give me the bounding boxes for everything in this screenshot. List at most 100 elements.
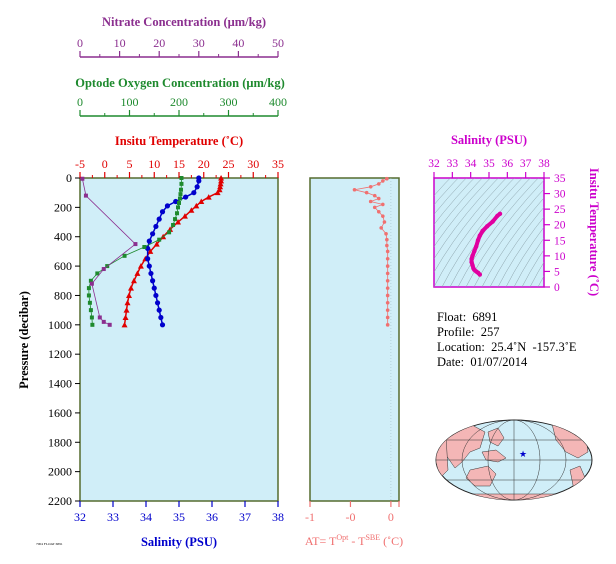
at-panel: -1 -0 0 AT= TOpt - TSBE (˚C) bbox=[305, 176, 403, 548]
profile-number: Profile: 257 bbox=[437, 325, 500, 339]
ts-title: Salinity (PSU) bbox=[451, 133, 527, 147]
profile-date: Date: 01/07/2014 bbox=[437, 355, 528, 369]
density-contour bbox=[489, 206, 544, 287]
density-contour bbox=[434, 178, 499, 260]
oxygen-point bbox=[177, 200, 181, 205]
oxygen-point bbox=[167, 230, 172, 235]
world-map: ★ bbox=[435, 419, 593, 501]
salinity-point bbox=[146, 263, 152, 269]
temperature-point bbox=[181, 213, 188, 219]
temperature-tick-label: 0 bbox=[102, 157, 108, 171]
density-contour bbox=[529, 261, 544, 287]
salinity-point bbox=[145, 256, 151, 262]
temperature-point bbox=[123, 307, 130, 313]
temperature-point bbox=[147, 248, 154, 254]
density-contour bbox=[441, 178, 523, 287]
density-contour bbox=[513, 237, 544, 287]
ts-salinity-tick-label: 36 bbox=[502, 158, 514, 170]
at-point bbox=[385, 271, 390, 276]
pressure-tick-label: 400 bbox=[54, 230, 72, 244]
ts-temp-tick-label: 20 bbox=[554, 220, 566, 232]
ts-axes: 32 33 34 35 36 37 38 0 5 10 15 20 25 30 35 bbox=[428, 158, 566, 294]
oxygen-tick-label: 100 bbox=[121, 95, 139, 109]
ts-salinity-tick-label: 38 bbox=[538, 158, 550, 170]
ts-salinity-tick-label: 34 bbox=[465, 158, 477, 170]
pressure-tick-label: 1000 bbox=[48, 318, 72, 332]
density-contour bbox=[457, 178, 539, 287]
density-contour bbox=[434, 178, 507, 273]
temperature-point bbox=[193, 202, 200, 209]
oxygen-point bbox=[179, 181, 184, 186]
at-axis-label: AT= TOpt - TSBE (˚C) bbox=[305, 533, 403, 548]
oxygen-point bbox=[179, 176, 184, 180]
salinity-tick-label: 33 bbox=[107, 510, 119, 524]
density-contour bbox=[497, 216, 544, 287]
nitrate-tick-label: 50 bbox=[272, 36, 284, 50]
float-location: Location: 25.4˚N -157.3˚E bbox=[437, 340, 577, 354]
pressure-tick-label: 2200 bbox=[48, 494, 72, 508]
ts-plot-area bbox=[433, 177, 545, 288]
ts-point bbox=[475, 238, 481, 243]
at-point bbox=[385, 237, 389, 242]
salinity-point bbox=[191, 190, 197, 196]
at-marks bbox=[352, 176, 390, 327]
oxygen-point bbox=[178, 187, 183, 192]
nitrate-point bbox=[101, 267, 106, 272]
temperature-point bbox=[127, 285, 134, 291]
temperature-tick-label: 35 bbox=[272, 157, 284, 171]
oxygen-point bbox=[122, 253, 127, 258]
ts-point bbox=[473, 244, 479, 249]
salinity-tick-label: 34 bbox=[140, 510, 152, 524]
salinity-tick-label: 37 bbox=[239, 510, 251, 524]
temperature-tick-label: 25 bbox=[223, 157, 235, 171]
salinity-point bbox=[183, 194, 189, 200]
oxygen-point bbox=[176, 205, 181, 210]
density-contour bbox=[434, 178, 459, 206]
at-point bbox=[385, 243, 389, 248]
nitrate-point bbox=[101, 319, 106, 324]
nitrate-axis-label: Nitrate Concentration (μm/kg) bbox=[102, 15, 266, 29]
oxygen-point bbox=[86, 286, 91, 291]
oxygen-point bbox=[87, 300, 92, 305]
ts-temp-tick-label: 30 bbox=[554, 189, 566, 201]
at-point bbox=[368, 185, 373, 189]
temperature-tick-label: 20 bbox=[198, 157, 210, 171]
density-contour bbox=[521, 249, 544, 287]
at-point bbox=[385, 264, 390, 268]
pressure-axis-label: Pressure (decibar) bbox=[17, 291, 31, 389]
ts-point bbox=[495, 213, 500, 219]
nitrate-tick-label: 20 bbox=[153, 36, 165, 50]
pressure-tick-label: 800 bbox=[54, 288, 72, 302]
oxygen-point bbox=[89, 315, 94, 320]
at-point bbox=[376, 209, 381, 214]
ts-temp-tick-label: 0 bbox=[554, 282, 560, 294]
ts-point bbox=[472, 248, 477, 254]
nitrate-point bbox=[89, 281, 94, 286]
at-tick-label: -1 bbox=[305, 510, 315, 524]
density-contour bbox=[434, 178, 467, 215]
oxygen-tick-label: 200 bbox=[170, 95, 188, 109]
nitrate-point bbox=[97, 315, 102, 320]
salinity-point bbox=[148, 270, 154, 277]
ts-point bbox=[477, 233, 483, 238]
pressure-tick-label: 1600 bbox=[48, 406, 72, 420]
nitrate-point bbox=[107, 322, 112, 327]
at-point bbox=[385, 176, 389, 181]
temperature-point bbox=[137, 263, 144, 269]
temperature-point bbox=[217, 180, 224, 187]
density-contour bbox=[481, 197, 544, 287]
float-location-marker: ★ bbox=[519, 449, 527, 459]
at-point bbox=[385, 256, 390, 261]
oxygen-point bbox=[157, 237, 162, 242]
salinity-point bbox=[156, 307, 162, 313]
at-point bbox=[384, 231, 388, 236]
pressure-tick-label: 600 bbox=[54, 259, 72, 273]
float-info: Float: 6891 Profile: 257 Location: 25.4˚… bbox=[437, 310, 577, 370]
profile-panel: 0200400600800100012001400160018002000220… bbox=[17, 15, 287, 549]
oxygen-point bbox=[178, 192, 183, 197]
profile-axes: 0200400600800100012001400160018002000220… bbox=[48, 36, 287, 524]
at-point bbox=[372, 205, 377, 210]
salinity-point bbox=[159, 322, 166, 328]
temperature-point bbox=[217, 183, 224, 190]
salinity-point bbox=[151, 285, 157, 291]
